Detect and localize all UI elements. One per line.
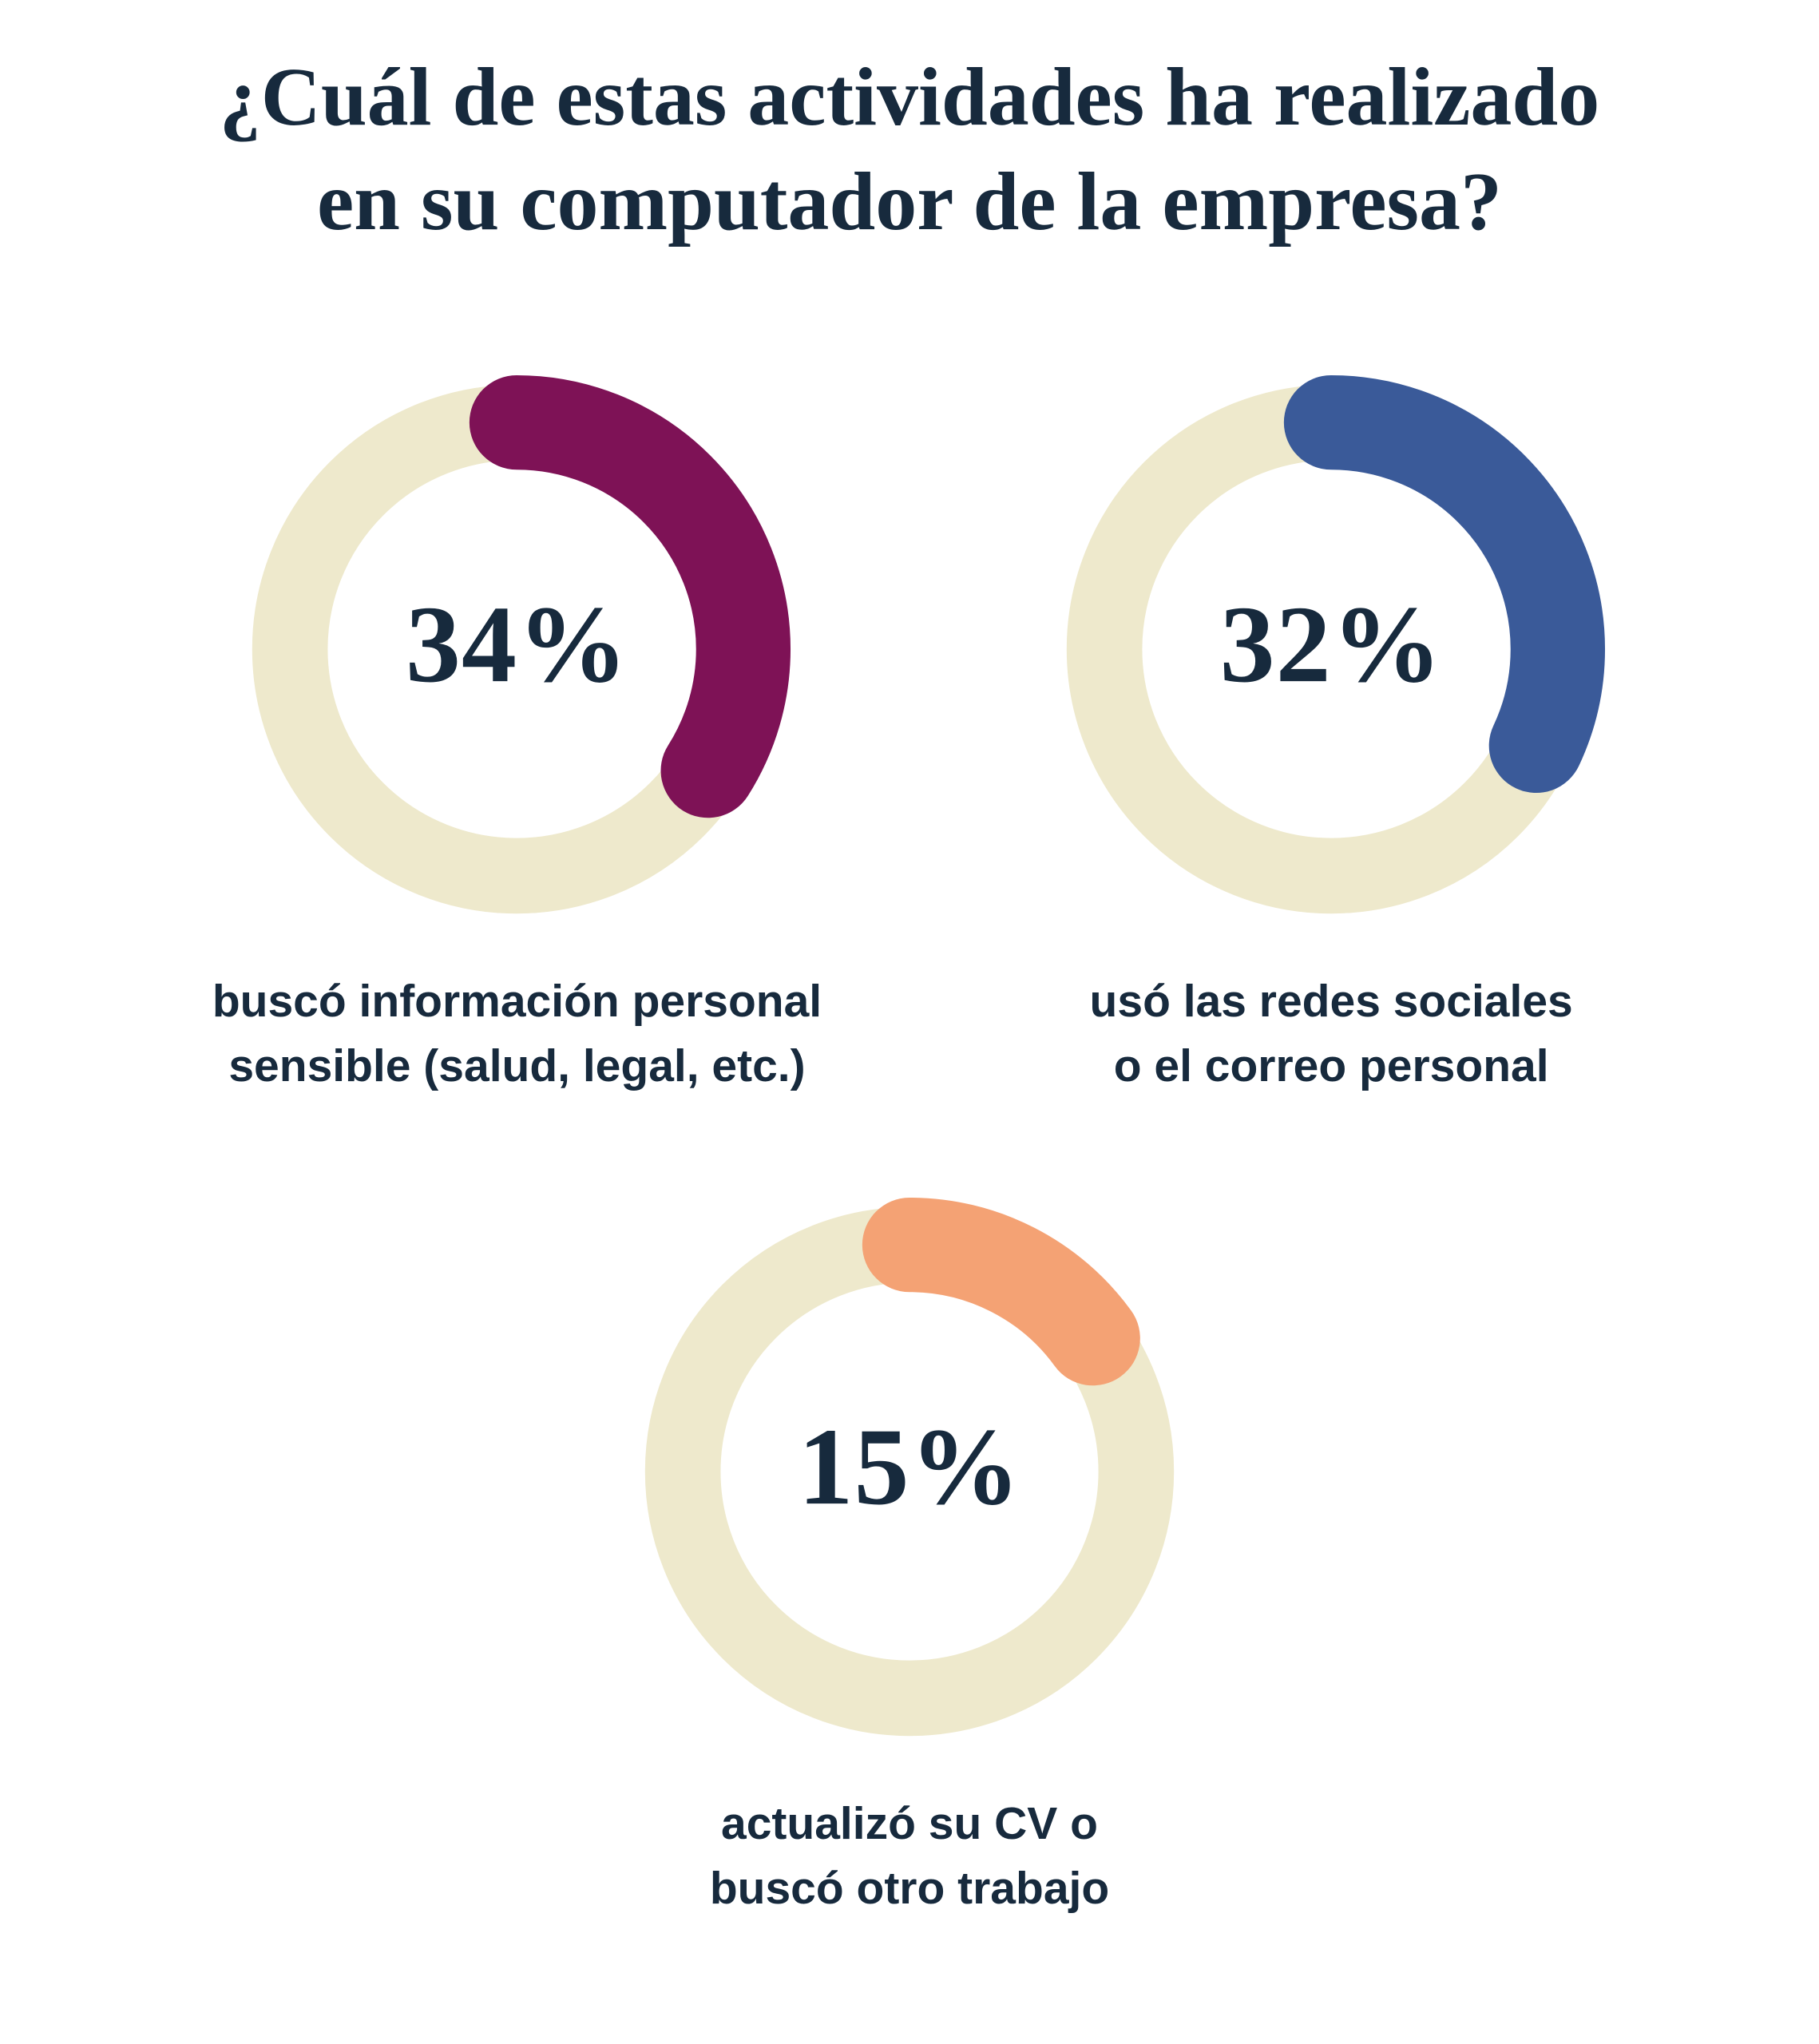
- donut-group-social-email: 32% usó las redes sociales o el correo p…: [1056, 374, 1607, 1099]
- donut-label-line-1: actualizó su CV o: [721, 1797, 1098, 1849]
- donut-group-sensitive-info: 34% buscó información personal sensible …: [212, 374, 822, 1099]
- donut-label-line-2: buscó otro trabajo: [709, 1862, 1110, 1914]
- percent-value: 15%: [798, 1405, 1021, 1528]
- percent-value: 32%: [1219, 583, 1443, 706]
- donut-label-line-1: usó las redes sociales: [1089, 976, 1573, 1028]
- donut-ring-svg: [243, 375, 791, 924]
- donut-group-cv-job: 15% actualizó su CV o buscó otro trabajo: [634, 1196, 1185, 1921]
- page-title-line-2: en su computador de la empresa?: [317, 156, 1502, 248]
- donut-chart-social-email: 32%: [1056, 374, 1607, 925]
- donut-chart-sensitive-info: 34%: [241, 374, 792, 925]
- page-title-line-1: ¿Cuál de estas actividades ha realizado: [219, 51, 1600, 143]
- donut-value-arc: [1057, 375, 1606, 924]
- donut-value-arc: [635, 1197, 1184, 1745]
- donut-label: buscó información personal sensible (sal…: [212, 969, 822, 1099]
- donut-row-top: 34% buscó información personal sensible …: [212, 374, 1607, 1099]
- donut-row-bottom: 15% actualizó su CV o buscó otro trabajo: [634, 1196, 1185, 1921]
- donut-ring-svg: [1057, 375, 1606, 924]
- donut-label: usó las redes sociales o el correo perso…: [1090, 969, 1573, 1099]
- percent-value: 34%: [405, 583, 628, 706]
- donut-value-arc: [243, 375, 791, 924]
- donut-label-line-1: buscó información personal: [212, 976, 822, 1028]
- donut-label-line-2: sensible (salud, legal, etc.): [228, 1040, 806, 1091]
- page-title: ¿Cuál de estas actividades ha realizado …: [220, 45, 1600, 254]
- donut-label: actualizó su CV o buscó otro trabajo: [710, 1792, 1109, 1921]
- donut-ring-svg: [635, 1197, 1184, 1745]
- donut-chart-cv-job: 15%: [634, 1196, 1185, 1747]
- donut-label-line-2: o el correo personal: [1113, 1040, 1549, 1091]
